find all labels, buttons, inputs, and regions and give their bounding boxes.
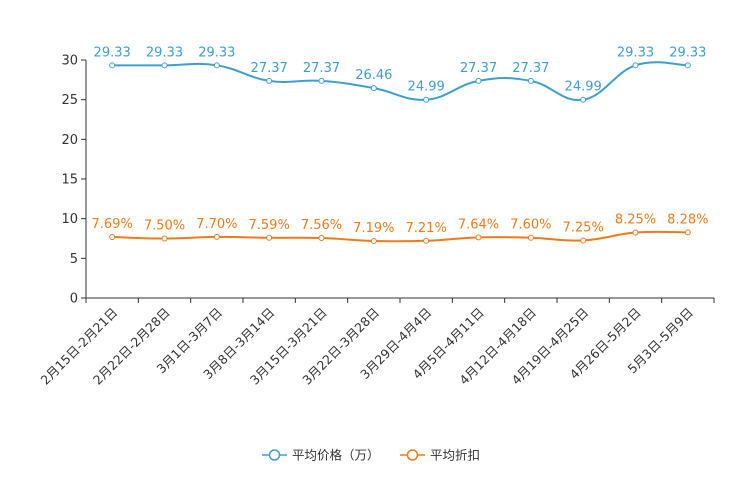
data-point xyxy=(318,235,325,242)
series-1: 7.69% 7.50% 7.70% 7.59% 7.56% 7.19% 7.21% 7.64%… xyxy=(92,212,708,244)
y-tick-label: 0 xyxy=(70,292,78,307)
y-tick-label: 20 xyxy=(61,133,78,148)
data-point xyxy=(475,77,482,84)
y-tick-label: 10 xyxy=(61,212,78,227)
data-label: 8.25% xyxy=(615,213,656,228)
series-line xyxy=(112,230,688,243)
legend-label: 平均折扣 xyxy=(430,448,480,463)
data-point xyxy=(213,233,220,240)
data-label: 27.37 xyxy=(303,61,340,76)
legend-marker-icon xyxy=(268,449,281,461)
data-label: 7.56% xyxy=(301,218,342,233)
data-point xyxy=(370,237,377,244)
data-label: 29.33 xyxy=(146,45,183,60)
data-label: 27.37 xyxy=(460,61,497,76)
data-point xyxy=(632,229,639,236)
data-label: 7.59% xyxy=(249,218,290,233)
data-label: 7.69% xyxy=(92,217,133,232)
data-label: 27.37 xyxy=(251,61,288,76)
data-point xyxy=(109,233,116,240)
data-label: 29.33 xyxy=(617,45,654,60)
data-point xyxy=(423,96,430,103)
legend[interactable]: 平均价格（万） 平均折扣 xyxy=(262,448,480,463)
data-point xyxy=(213,62,220,69)
series-layer: 29.33 29.33 29.33 27.37 27.37 26.46 24.99 27.37… xyxy=(92,45,708,244)
data-point xyxy=(684,229,691,236)
data-point xyxy=(266,234,273,241)
data-point xyxy=(632,62,639,69)
legend-label: 平均价格（万） xyxy=(292,448,380,463)
data-point xyxy=(580,96,587,103)
data-point xyxy=(318,77,325,84)
data-label: 29.33 xyxy=(198,45,235,60)
data-point xyxy=(161,62,168,69)
series-line xyxy=(112,61,688,101)
data-point xyxy=(527,234,534,241)
data-label: 7.21% xyxy=(406,221,447,236)
data-point xyxy=(109,62,116,69)
data-label: 27.37 xyxy=(512,61,549,76)
legend-item-1[interactable]: 平均折扣 xyxy=(400,448,480,463)
y-tick-label: 5 xyxy=(70,252,78,267)
data-point xyxy=(684,62,691,69)
y-tick-label: 25 xyxy=(61,93,78,108)
data-label: 29.33 xyxy=(94,45,131,60)
data-point xyxy=(475,234,482,241)
data-point xyxy=(370,85,377,92)
data-label: 26.46 xyxy=(355,68,392,83)
data-label: 7.64% xyxy=(458,217,499,232)
series-0: 29.33 29.33 29.33 27.37 27.37 26.46 24.99 27.37… xyxy=(94,45,706,103)
legend-marker-icon xyxy=(406,449,419,461)
data-label: 7.50% xyxy=(144,219,185,234)
data-label: 7.60% xyxy=(510,218,551,233)
data-label: 7.25% xyxy=(563,220,604,235)
data-point xyxy=(423,237,430,244)
data-point xyxy=(161,235,168,242)
y-tick-label: 15 xyxy=(61,173,78,188)
data-label: 7.70% xyxy=(196,217,237,232)
data-point xyxy=(580,237,587,244)
legend-item-0[interactable]: 平均价格（万） xyxy=(262,448,380,463)
data-label: 8.28% xyxy=(667,212,708,227)
data-label: 24.99 xyxy=(408,80,445,95)
y-tick-label: 30 xyxy=(61,54,78,69)
data-label: 29.33 xyxy=(669,45,706,60)
data-point xyxy=(266,77,273,84)
data-point xyxy=(527,77,534,84)
data-label: 24.99 xyxy=(565,80,602,95)
data-label: 7.19% xyxy=(353,221,394,236)
